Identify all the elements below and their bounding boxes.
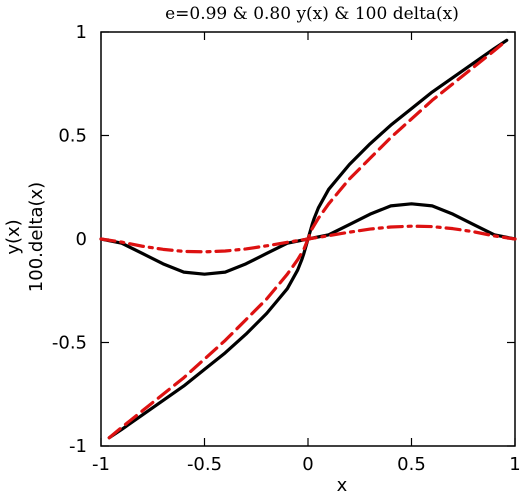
chart-title: e=0.99 & 0.80 y(x) & 100 delta(x)	[165, 4, 459, 24]
x-tick-label: 0	[302, 454, 313, 475]
x-tick-label: -0.5	[187, 454, 222, 475]
y-tick-label: -0.5	[52, 333, 87, 354]
y-axis-label-line-1: y(x)	[3, 219, 24, 254]
plot-area: -1 -0.5 0 0.5 1 -1 -0.5 0 0.5 1	[52, 22, 520, 475]
y-tick-label: 1	[76, 22, 87, 43]
y-tick-label: 0	[76, 229, 87, 250]
x-tick-label: 0.5	[397, 454, 426, 475]
y-tick-label: -1	[69, 436, 87, 457]
x-axis-label: x	[337, 475, 348, 494]
series-line-4	[99, 224, 517, 254]
y-tick-label: 0.5	[58, 126, 87, 147]
y-axis-label-line-2: 100.delta(x)	[26, 182, 47, 292]
x-tick-label: -1	[92, 454, 110, 475]
x-tick-label: 1	[509, 454, 520, 475]
